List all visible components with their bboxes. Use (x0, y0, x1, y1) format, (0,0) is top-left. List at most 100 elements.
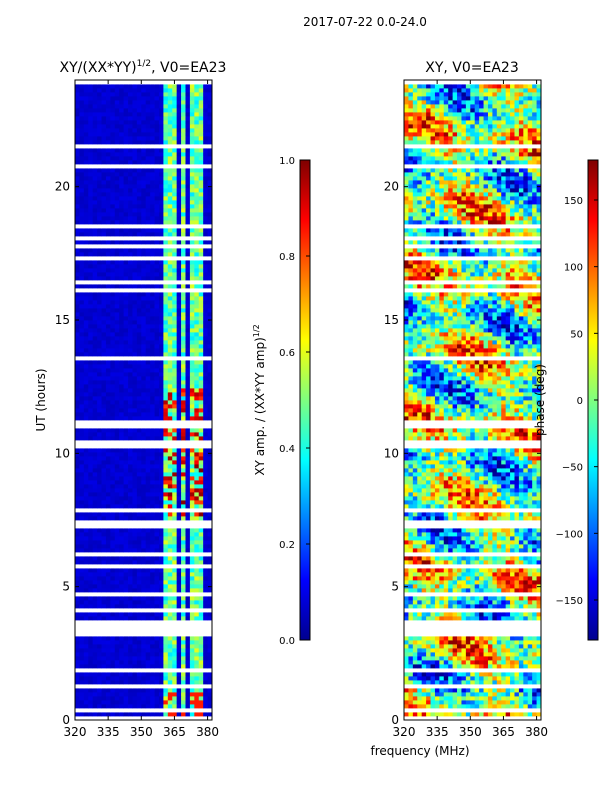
left-heatmap-cell (189, 580, 195, 585)
left-heatmap-cell (128, 248, 133, 253)
left-heatmap-cell (154, 384, 160, 389)
left-heatmap-cell (154, 420, 160, 425)
left-heatmap-cell (119, 528, 125, 533)
left-heatmap-cell (189, 476, 195, 481)
left-heatmap-cell (207, 124, 212, 129)
left-heatmap-cell (97, 80, 102, 85)
left-heatmap-cell (75, 436, 80, 441)
left-heatmap-cell (123, 180, 129, 185)
left-heatmap-cell (189, 268, 195, 273)
left-heatmap-cell (136, 580, 142, 585)
left-heatmap-cell (141, 96, 147, 101)
left-heatmap-cell (172, 132, 178, 137)
left-heatmap-cell (79, 392, 85, 397)
left-heatmap-cell (75, 408, 80, 413)
left-heatmap-cell (92, 164, 98, 169)
left-heatmap-cell (88, 696, 94, 701)
left-heatmap-cell (158, 632, 164, 637)
left-heatmap-cell (83, 232, 89, 237)
left-heatmap-cell (141, 608, 147, 613)
left-heatmap-cell (110, 328, 116, 333)
left-heatmap-cell (128, 680, 133, 685)
left-heatmap-cell (198, 156, 204, 161)
left-heatmap-cell (123, 212, 129, 217)
left-heatmap-cell (123, 392, 129, 397)
left-heatmap-cell (119, 112, 125, 117)
left-heatmap-cell (176, 124, 182, 129)
left-heatmap-cell (88, 440, 94, 445)
left-heatmap-cell (141, 228, 147, 233)
left-heatmap-cell (167, 168, 173, 173)
left-heatmap-cell (136, 412, 142, 417)
left-heatmap-cell (181, 576, 186, 581)
left-heatmap-cell (75, 392, 80, 397)
left-heatmap-cell (79, 144, 85, 149)
left-heatmap-cell (136, 540, 142, 545)
left-heatmap-cell (101, 224, 107, 229)
left-heatmap-cell (181, 112, 186, 117)
left-heatmap-cell (75, 428, 80, 433)
left-heatmap-cell (145, 592, 151, 597)
left-heatmap-cell (83, 604, 89, 609)
left-heatmap-cell (119, 456, 125, 461)
left-heatmap-cell (119, 404, 125, 409)
left-heatmap-cell (198, 648, 204, 653)
left-heatmap-cell (110, 252, 116, 257)
left-heatmap-cell (145, 280, 151, 285)
left-heatmap-cell (105, 204, 111, 209)
left-heatmap-cell (150, 232, 155, 237)
left-heatmap-cell (119, 332, 125, 337)
left-heatmap-cell (189, 388, 195, 393)
left-heatmap-cell (128, 304, 133, 309)
left-heatmap-cell (119, 524, 125, 529)
left-heatmap-cell (176, 552, 182, 557)
left-heatmap-cell (114, 632, 120, 637)
left-heatmap-cell (145, 100, 151, 105)
left-heatmap-cell (88, 700, 94, 705)
left-heatmap-cell (150, 496, 155, 501)
left-heatmap-cell (97, 716, 102, 720)
left-heatmap-cell (189, 616, 195, 621)
left-heatmap-cell (123, 612, 129, 617)
left-heatmap-cell (119, 512, 125, 517)
left-heatmap-cell (88, 332, 94, 337)
left-heatmap-cell (185, 272, 191, 277)
left-heatmap-cell (88, 148, 94, 153)
left-heatmap-cell (150, 132, 155, 137)
right-panel-title: XY, V0=EA23 (425, 60, 519, 76)
left-heatmap-cell (97, 292, 102, 297)
left-heatmap-cell (97, 660, 102, 665)
left-heatmap-cell (136, 252, 142, 257)
left-heatmap-cell (83, 220, 89, 225)
left-heatmap-cell (154, 404, 160, 409)
left-heatmap-cell (119, 296, 125, 301)
left-heatmap-cell (92, 412, 98, 417)
left-heatmap-cell (105, 660, 111, 665)
left-heatmap-cell (92, 372, 98, 377)
left-heatmap-cell (128, 240, 133, 245)
left-heatmap-cell (101, 632, 107, 637)
left-heatmap-cell (154, 240, 160, 245)
left-heatmap-cell (110, 376, 116, 381)
left-heatmap-cell (132, 624, 138, 629)
left-heatmap-cell (119, 652, 125, 657)
left-heatmap-cell (119, 136, 125, 141)
left-heatmap-cell (97, 492, 102, 497)
left-heatmap-cell (194, 316, 200, 321)
left-heatmap-cell (110, 108, 116, 113)
left-heatmap-cell (176, 512, 182, 517)
left-heatmap-cell (194, 176, 200, 181)
left-heatmap-cell (119, 476, 125, 481)
left-heatmap-cell (105, 428, 111, 433)
left-heatmap-cell (79, 208, 85, 213)
left-heatmap-cell (198, 180, 204, 185)
left-heatmap-cell (154, 120, 160, 125)
left-heatmap-cell (123, 168, 129, 173)
left-heatmap-cell (114, 528, 120, 533)
left-heatmap-cell (92, 668, 98, 673)
left-heatmap-cell (105, 136, 111, 141)
left-heatmap-cell (79, 312, 85, 317)
left-heatmap-cell (150, 556, 155, 561)
left-heatmap-cell (150, 216, 155, 221)
left-heatmap-cell (79, 400, 85, 405)
